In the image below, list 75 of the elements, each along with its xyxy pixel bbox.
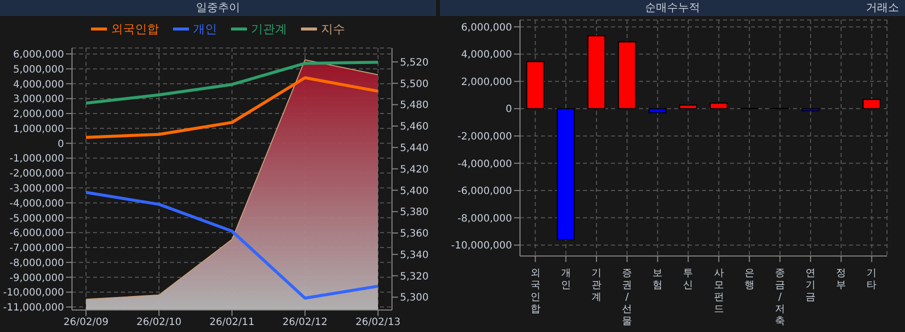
x-tick-label: 26/02/09 xyxy=(64,317,108,328)
y2-tick-label: 5,300 xyxy=(400,292,429,304)
x-tick-label: 사모펀드 xyxy=(714,268,724,315)
y2-tick-label: 5,440 xyxy=(400,143,429,154)
x-tick-label: 26/02/11 xyxy=(210,317,254,328)
y-tick-label: -6,000,000 xyxy=(9,228,64,240)
x-tick-label: 종금/저축 xyxy=(774,268,785,327)
y-tick-label: -3,000,000 xyxy=(9,183,64,194)
y2-tick-label: 5,340 xyxy=(400,250,429,261)
y-tick-label: -4,000,000 xyxy=(457,158,512,170)
legend-label: 기관계 xyxy=(250,20,287,38)
legend-label: 지수 xyxy=(320,20,345,38)
y2-tick-label: 5,320 xyxy=(400,271,429,282)
line-series xyxy=(84,76,380,139)
x-tick-label: 외국인합 xyxy=(530,268,540,315)
y-tick-label: 4,000,000 xyxy=(461,50,512,61)
y-tick-label: 4,000,000 xyxy=(13,79,64,90)
bar xyxy=(648,108,667,114)
y-tick-label: -5,000,000 xyxy=(9,213,64,224)
x-tick-label: 26/02/13 xyxy=(356,317,400,328)
y-tick-label: 1,000,000 xyxy=(13,124,64,135)
y2-tick-label: 5,500 xyxy=(400,78,429,90)
chart-title: 순매수누적 xyxy=(645,1,700,14)
x-tick-label: 정부 xyxy=(836,268,846,291)
chart-title: 일중추이 xyxy=(0,0,436,16)
legend-label: 외국인합 xyxy=(110,20,159,38)
y-tick-label: 0 xyxy=(506,104,512,116)
y-tick-label: 2,000,000 xyxy=(461,76,512,88)
bar xyxy=(556,108,575,240)
y-tick-label: -2,000,000 xyxy=(9,168,64,180)
y-tick-label: -4,000,000 xyxy=(9,198,64,210)
y-tick-label: -1,000,000 xyxy=(9,154,64,165)
bar xyxy=(862,99,881,110)
y2-tick-label: 5,380 xyxy=(400,207,429,218)
bar xyxy=(526,61,544,110)
y-tick-label: 6,000,000 xyxy=(13,50,64,61)
x-tick-label: 보험 xyxy=(652,268,663,291)
bar xyxy=(618,41,636,110)
x-tick-label: 26/02/12 xyxy=(282,317,328,328)
y2-tick-label: 5,360 xyxy=(400,228,429,240)
y-tick-label: -7,000,000 xyxy=(9,243,64,254)
y-tick-label: -6,000,000 xyxy=(457,186,512,198)
x-tick-label: 증권/선물 xyxy=(622,268,632,327)
x-tick-label: 투신 xyxy=(683,268,694,291)
line-series xyxy=(84,60,380,105)
x-tick-label: 26/02/10 xyxy=(136,317,182,328)
y2-tick-label: 5,480 xyxy=(400,100,429,112)
y-tick-label: -2,000,000 xyxy=(457,132,512,143)
y-tick-label: -11,000,000 xyxy=(3,302,64,314)
y-tick-label: 6,000,000 xyxy=(461,22,512,34)
x-tick-label: 기관계 xyxy=(591,268,602,303)
x-tick-label: 개인 xyxy=(560,268,571,291)
y-tick-label: -8,000,000 xyxy=(9,258,64,269)
legend-label: 개인 xyxy=(192,20,217,38)
y2-tick-label: 5,520 xyxy=(400,57,429,68)
y-tick-label: -10,000,000 xyxy=(3,288,64,299)
y-tick-label: -8,000,000 xyxy=(457,213,512,224)
bar xyxy=(801,108,820,112)
x-tick-label: 기타 xyxy=(866,268,877,291)
x-tick-label: 은행 xyxy=(744,268,754,291)
bar xyxy=(710,102,728,110)
bar xyxy=(587,35,606,110)
y-tick-label: -9,000,000 xyxy=(9,272,64,284)
y2-tick-label: 5,460 xyxy=(400,122,429,133)
y-tick-label: -10,000,000 xyxy=(451,240,512,252)
y-tick-label: 3,000,000 xyxy=(13,94,64,106)
line-series xyxy=(84,190,380,300)
y-tick-label: 0 xyxy=(58,138,64,150)
y-tick-label: 5,000,000 xyxy=(13,64,64,76)
bar xyxy=(679,104,698,110)
y2-tick-label: 5,420 xyxy=(400,164,429,176)
y-tick-label: 2,000,000 xyxy=(13,109,64,120)
x-tick-label: 연기금 xyxy=(806,268,816,303)
text: 거래소 xyxy=(866,0,899,16)
y2-tick-label: 5,400 xyxy=(400,186,429,197)
